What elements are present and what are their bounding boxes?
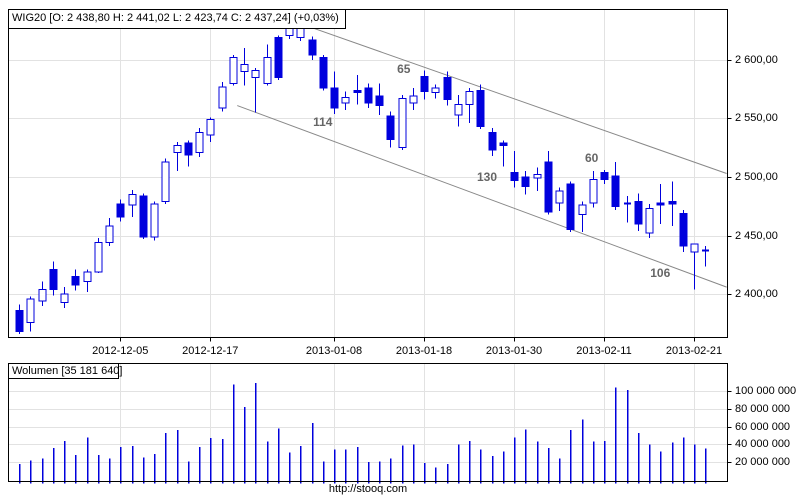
volume-axis-label: 80 000 000 [735, 402, 791, 415]
footer-url: http://stooq.com [328, 483, 408, 495]
price-axis-label: 2 550,00 [735, 112, 778, 125]
date-axis-label: 2013-02-21 [665, 345, 723, 357]
trend-annotation: 65 [397, 62, 411, 77]
volume-axis-label: 20 000 000 [735, 456, 791, 469]
date-axis-label: 2013-02-11 [576, 345, 632, 357]
trend-annotation: 130 [476, 170, 498, 184]
price-axis-label: 2 500,00 [735, 171, 778, 183]
date-axis-label: 2013-01-30 [485, 345, 543, 357]
price-panel-title: WIG20 [O: 2 438,80 H: 2 441,02 L: 2 423,… [12, 12, 339, 24]
date-axis-label: 2012-12-05 [92, 345, 149, 357]
trend-annotation: 106 [650, 266, 671, 281]
date-axis-label: 2013-01-08 [305, 345, 363, 357]
date-axis-label: 2012-12-17 [182, 345, 239, 357]
date-axis-label: 2013-01-18 [395, 345, 453, 357]
price-axis-label: 2 400,00 [735, 288, 778, 301]
trend-annotation: 60 [584, 151, 599, 166]
volume-axis-label: 40 000 000 [735, 438, 791, 451]
price-axis-label: 2 450,00 [735, 229, 778, 242]
volume-axis-label: 100 000 000 [735, 384, 797, 397]
price-axis-label: 2 600,00 [735, 53, 778, 66]
volume-axis-label: 60 000 000 [735, 420, 791, 433]
trend-annotation: 114 [313, 114, 333, 129]
volume-panel-title: Wolumen [35 181 640] [12, 365, 123, 377]
